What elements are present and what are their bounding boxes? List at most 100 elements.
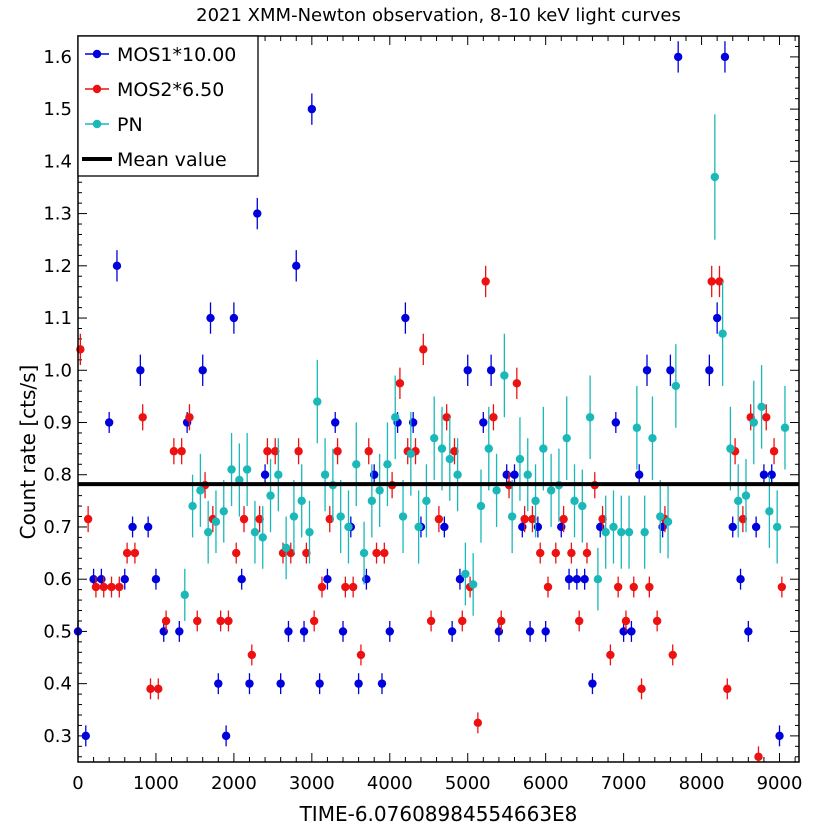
x-tick-label: 3000 [289,773,335,794]
data-point [136,366,145,375]
data-point [331,418,340,427]
data-point [302,548,311,558]
data-point [193,616,202,626]
data-point [115,582,124,592]
data-point [239,514,249,524]
data-point [523,470,532,479]
legend-box [77,35,259,177]
data-point [536,548,545,558]
data-point [512,379,522,388]
data-point [146,684,155,694]
data-point [585,413,595,422]
data-point [656,512,665,521]
data-point [177,447,186,456]
data-point [434,514,444,524]
data-point [377,679,387,688]
data-point [754,752,763,761]
data-point [83,514,93,524]
data-point [356,650,366,660]
data-point [777,582,787,592]
data-point [652,616,662,626]
data-point [645,582,654,592]
data-point [642,366,652,375]
data-point [180,590,189,600]
data-point [486,366,496,375]
data-point [455,574,465,584]
data-point [359,548,369,558]
data-point [606,650,615,660]
y-tick-label: 0.5 [43,621,72,642]
data-point [582,548,592,558]
data-point [317,582,327,592]
data-point [297,496,306,506]
data-point [751,522,761,532]
y-tick-label: 1.4 [43,151,72,172]
data-point [406,449,416,459]
data-point [769,447,779,456]
data-point [196,486,205,495]
data-point [601,527,610,537]
data-point [385,627,394,636]
data-point [292,261,301,271]
data-point [712,313,722,323]
data-point [707,277,716,286]
data-point [229,313,239,323]
data-point [637,684,646,694]
data-point [294,447,303,456]
data-point [120,574,129,584]
x-tick-label: 9000 [757,773,803,794]
data-point [380,548,389,558]
data-point [214,679,223,688]
data-point [562,433,571,443]
data-point [99,582,108,592]
data-point [320,470,330,479]
data-point [247,650,257,660]
data-point [395,379,405,388]
data-point [211,517,221,526]
data-point [440,522,449,532]
data-point [539,444,548,453]
data-point [348,582,358,592]
data-point [621,616,631,626]
data-point [611,418,621,427]
data-point [372,548,381,558]
y-tick-label: 1.3 [43,204,72,225]
data-point [401,313,410,323]
data-point [588,679,597,688]
data-point [307,104,317,114]
data-point [468,580,478,589]
data-point [128,522,137,532]
data-point [461,569,470,579]
data-point [271,447,280,456]
legend-item: PN [85,114,143,136]
data-point [489,413,498,422]
data-point [580,574,589,584]
plot-frame [77,35,800,763]
y-tick-label: 1.0 [43,360,72,381]
data-point [635,470,644,479]
data-points [73,41,790,762]
data-point [510,470,519,479]
data-point [263,447,272,456]
series-mos2-6-50 [76,265,787,762]
data-point [507,512,517,521]
data-point [578,501,587,511]
data-point [419,345,428,354]
data-point [341,582,350,592]
axis-ticks: 0 1000 2000 3000 4000 5000 6000 7000 8000 9000 0.3… [43,36,802,794]
data-point [336,512,345,521]
data-point [629,582,638,592]
data-point [762,413,771,422]
data-point [648,433,657,443]
data-point [198,366,207,375]
data-point [161,616,171,626]
data-point [276,679,285,688]
legend-marker [92,119,102,129]
data-point [216,616,225,626]
data-point [414,522,423,532]
data-point [720,52,730,62]
data-point [613,582,623,592]
y-tick-label: 1.2 [43,256,72,277]
data-point [450,447,459,456]
data-point [598,514,607,524]
